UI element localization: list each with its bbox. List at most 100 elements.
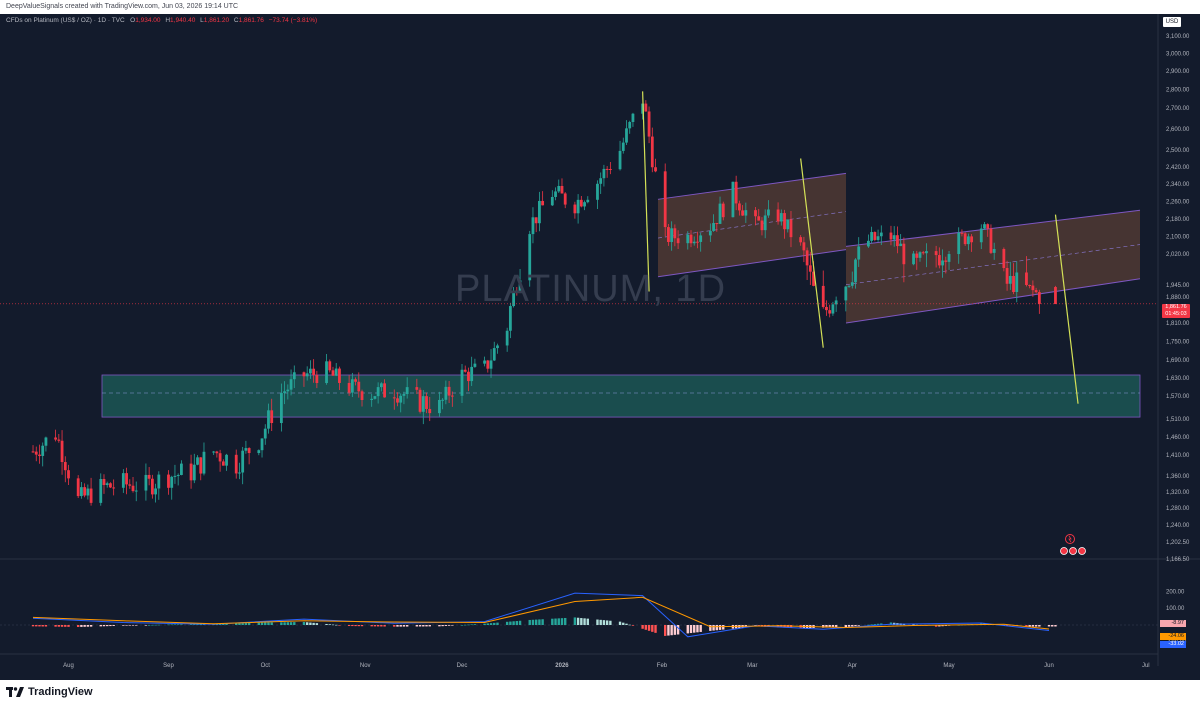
macd-histogram-bar bbox=[89, 625, 93, 627]
candle-body bbox=[721, 203, 725, 218]
candle-body bbox=[783, 213, 786, 230]
candle bbox=[325, 353, 328, 385]
candle bbox=[189, 454, 193, 489]
candle-body bbox=[1002, 249, 1006, 269]
candle-body bbox=[699, 235, 703, 242]
candle bbox=[121, 469, 125, 493]
symbol-name[interactable]: CFDs on Platinum (US$ / OZ) · 1D · TVC bbox=[6, 17, 125, 24]
macd-histogram-bar bbox=[1054, 625, 1057, 627]
candle-body bbox=[286, 389, 290, 392]
candle-body bbox=[241, 450, 245, 473]
macd-histogram-bar bbox=[418, 625, 422, 627]
candle-body bbox=[670, 228, 674, 242]
candle bbox=[805, 247, 809, 280]
candle-body bbox=[825, 306, 828, 311]
candle bbox=[934, 245, 938, 268]
last-price-value: 1,861.76 bbox=[1165, 304, 1187, 310]
attribution-text: DeepValueSignals created with TradingVie… bbox=[6, 3, 239, 10]
macd-histogram-bar bbox=[402, 625, 406, 627]
macd-histogram-bar bbox=[415, 625, 419, 627]
macd-histogram-bar bbox=[31, 625, 35, 627]
projection-line-3 bbox=[1054, 214, 1079, 404]
candle-body bbox=[605, 168, 609, 170]
macd-histogram-bar bbox=[283, 622, 286, 625]
candle-body bbox=[215, 451, 219, 454]
candle-body bbox=[128, 484, 132, 486]
macd-histogram-bar bbox=[331, 624, 335, 626]
candle bbox=[444, 380, 448, 405]
candle bbox=[196, 455, 199, 466]
macd-histogram-bar bbox=[622, 622, 625, 625]
candle-body bbox=[350, 379, 354, 393]
candle-body bbox=[896, 235, 899, 247]
candle bbox=[767, 200, 770, 218]
macd-histogram-bar bbox=[534, 619, 538, 625]
candle bbox=[573, 201, 577, 219]
candle-body bbox=[31, 451, 35, 453]
symbol-legend: CFDs on Platinum (US$ / OZ) · 1D · TVC O… bbox=[6, 17, 317, 24]
candle-body bbox=[283, 391, 287, 394]
macd-histogram-bar bbox=[173, 624, 177, 626]
candle-body bbox=[625, 128, 628, 143]
candle bbox=[215, 450, 219, 458]
macd-histogram-bar bbox=[167, 624, 170, 626]
candle-body bbox=[663, 171, 667, 228]
event-icon-3 bbox=[1078, 547, 1086, 555]
candle-body bbox=[405, 387, 409, 395]
candle bbox=[512, 287, 516, 308]
candle bbox=[379, 382, 383, 392]
candle-body bbox=[918, 252, 922, 258]
candle bbox=[305, 366, 309, 381]
candle bbox=[302, 371, 306, 387]
candle-body bbox=[554, 191, 557, 197]
candle bbox=[67, 464, 70, 486]
candle bbox=[357, 372, 361, 398]
candle-body bbox=[1015, 272, 1019, 292]
candle bbox=[44, 436, 48, 452]
price-tick-label: 1,690.00 bbox=[1166, 358, 1190, 364]
candle bbox=[873, 231, 877, 242]
candle-body bbox=[86, 488, 90, 496]
high-value: 1,940.40 bbox=[170, 17, 196, 24]
price-tick-label: 2,900.00 bbox=[1166, 69, 1190, 75]
currency-badge[interactable]: USD bbox=[1163, 17, 1181, 27]
macd-histogram-bar bbox=[67, 625, 70, 627]
candle bbox=[483, 356, 486, 367]
macd-histogram-bar bbox=[102, 625, 106, 627]
candle-body bbox=[279, 393, 283, 424]
candle bbox=[925, 243, 928, 268]
candle-body bbox=[879, 232, 883, 237]
candle bbox=[331, 366, 335, 376]
candle bbox=[857, 237, 861, 267]
candle bbox=[34, 446, 38, 462]
price-tick-label: 3,000.00 bbox=[1166, 52, 1190, 58]
candle-body bbox=[550, 196, 554, 206]
candle bbox=[957, 227, 961, 264]
candle bbox=[596, 180, 599, 210]
candle bbox=[241, 446, 245, 485]
price-chart[interactable]: 3,100.00 3,000.00 2,900.00 2,800.00 2,700.00… bbox=[0, 14, 1200, 680]
price-axis: 3,100.00 3,000.00 2,900.00 2,800.00 2,700.00… bbox=[0, 14, 1200, 666]
candle bbox=[644, 100, 648, 112]
candle bbox=[902, 237, 906, 283]
macd-histogram-bar bbox=[854, 625, 857, 627]
macd-histogram-bar bbox=[128, 625, 131, 626]
chart-frame[interactable] bbox=[0, 14, 1200, 680]
candle-body bbox=[828, 310, 832, 314]
macd-histogram-bar bbox=[586, 618, 589, 625]
tradingview-brand[interactable]: TradingView bbox=[28, 686, 93, 698]
macd-histogram-bar bbox=[354, 625, 357, 627]
channel-2-bottom bbox=[845, 278, 1141, 324]
candle-body bbox=[563, 193, 567, 205]
macd-histogram-bar bbox=[325, 623, 328, 625]
candle-body bbox=[147, 474, 151, 479]
candle-body bbox=[586, 199, 590, 203]
macd-histogram-bar bbox=[1025, 625, 1028, 627]
candle-body bbox=[63, 462, 67, 471]
candle-body bbox=[760, 220, 764, 231]
candle bbox=[463, 365, 467, 373]
macd-histogram-bar bbox=[202, 624, 206, 625]
candle bbox=[450, 391, 454, 407]
macd-histogram-bar bbox=[131, 625, 135, 626]
macd-histogram-bar bbox=[602, 620, 606, 625]
